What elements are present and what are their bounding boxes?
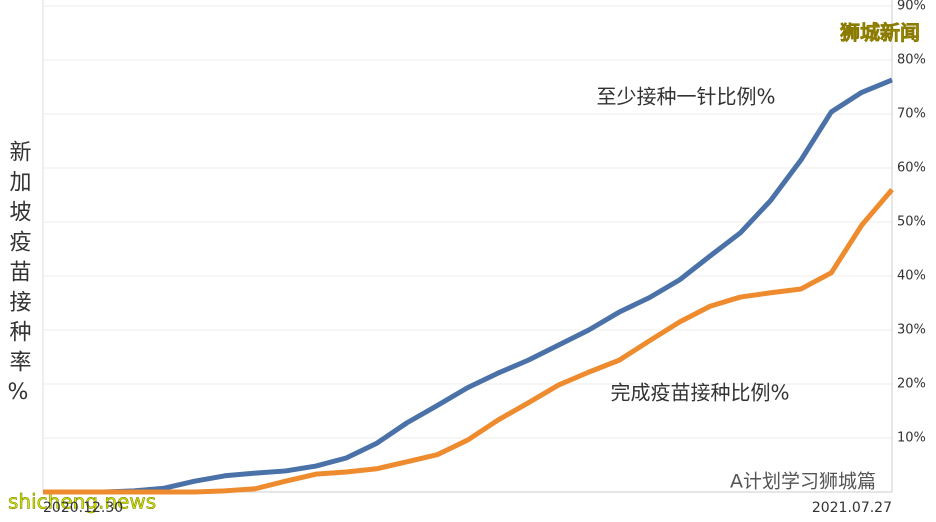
series-line [43, 187, 894, 495]
y-tick-label: 20% [897, 377, 926, 392]
y-tick-label: 90% [897, 0, 926, 14]
y-tick-label: 60% [897, 161, 926, 176]
x-tick-label: 2021.07.27 [812, 500, 892, 516]
y-tick-label: 10% [897, 431, 926, 446]
series-label: 完成疫苗接种比例% [610, 381, 789, 405]
watermark: 狮城新闻 [840, 21, 920, 45]
y-tick-label: 50% [897, 215, 926, 230]
watermark: A计划学习狮城篇 [730, 471, 876, 493]
y-axis-title: 新加坡疫苗接种率% [6, 140, 32, 413]
y-tick-label: 40% [897, 269, 926, 284]
series-label: 至少接种一针比例% [596, 85, 775, 109]
series-line [43, 77, 893, 495]
y-tick-label: 70% [897, 107, 926, 122]
y-tick-label: 30% [897, 323, 926, 338]
y-tick-label: 80% [897, 53, 926, 68]
x-tick-label: 2020.12.30 [43, 500, 123, 516]
